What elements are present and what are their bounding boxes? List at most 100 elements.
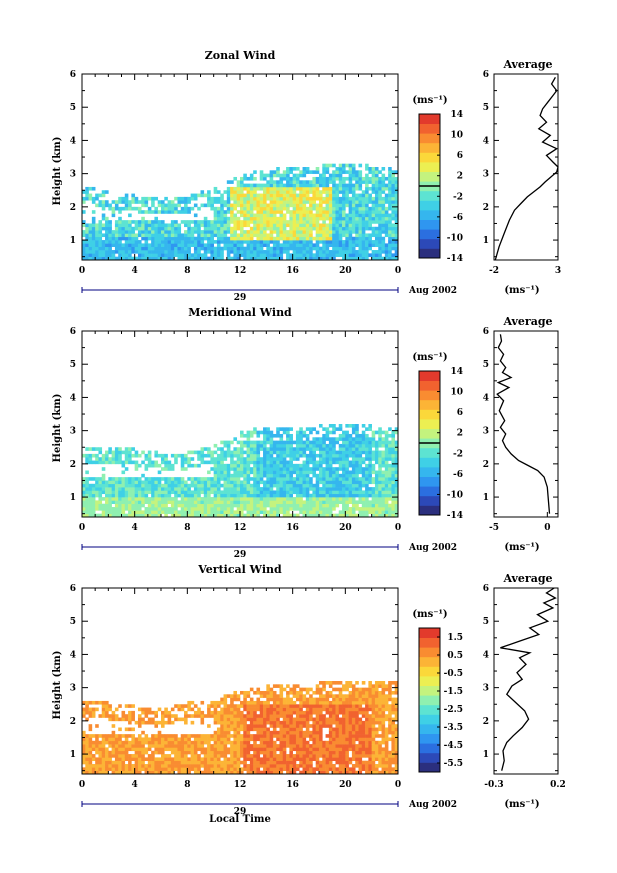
- field-cell: [351, 500, 356, 505]
- field-cell: [378, 170, 382, 174]
- field-cell: [361, 480, 366, 485]
- field-cell: [105, 220, 109, 224]
- field-cell: [371, 467, 376, 471]
- field-cell: [394, 510, 399, 514]
- field-cell: [358, 193, 363, 198]
- field-cell: [292, 256, 297, 261]
- field-cell: [243, 507, 247, 511]
- field-cell: [312, 200, 317, 204]
- field-cell: [289, 493, 293, 498]
- field-cell: [348, 226, 353, 231]
- field-cell: [95, 457, 99, 461]
- field-cell: [157, 250, 162, 254]
- field-cell: [332, 240, 336, 244]
- field-cell: [361, 190, 366, 194]
- field-cell: [167, 233, 172, 238]
- field-cell: [180, 510, 185, 514]
- field-cell: [147, 243, 152, 248]
- field-cell: [315, 206, 320, 211]
- field-cell: [207, 704, 211, 708]
- field-cell: [141, 220, 145, 224]
- field-cell: [88, 483, 93, 488]
- field-cell: [345, 487, 349, 491]
- field-cell: [345, 490, 349, 495]
- field-cell: [134, 750, 139, 755]
- field-cell: [253, 230, 257, 234]
- field-cell: [388, 246, 392, 251]
- colorbar-swatch: [419, 219, 440, 230]
- field-cell: [121, 767, 126, 771]
- field-cell: [151, 200, 155, 204]
- field-cell: [374, 513, 379, 518]
- field-cell: [348, 497, 353, 501]
- field-cell: [371, 213, 376, 218]
- field-cell: [335, 216, 340, 221]
- field-cell: [236, 256, 241, 261]
- field-cell: [180, 747, 185, 752]
- field-cell: [200, 700, 205, 705]
- field-cell: [355, 440, 359, 445]
- field-cell: [365, 190, 369, 194]
- field-cell: [223, 757, 228, 762]
- field-cell: [187, 240, 191, 244]
- field-cell: [319, 437, 323, 441]
- field-cell: [371, 176, 376, 181]
- field-cell: [118, 206, 122, 211]
- field-cell: [332, 450, 336, 455]
- field-cell: [328, 196, 333, 201]
- field-cell: [286, 173, 290, 178]
- field-cell: [167, 253, 172, 257]
- field-cell: [259, 173, 264, 178]
- field-cell: [154, 226, 159, 231]
- field-cell: [233, 473, 238, 478]
- field-cell: [289, 457, 293, 461]
- field-cell: [302, 440, 307, 445]
- field-cell: [118, 250, 122, 254]
- field-cell: [365, 196, 369, 201]
- field-cell: [266, 467, 270, 471]
- field-cell: [295, 223, 300, 228]
- field-cell: [365, 256, 369, 261]
- field-cell: [292, 457, 297, 461]
- field-cell: [118, 513, 122, 518]
- field-cell: [253, 483, 257, 488]
- field-cell: [388, 513, 392, 518]
- field-cell: [147, 210, 152, 214]
- field-cell: [213, 186, 218, 191]
- field-cell: [108, 704, 112, 708]
- field-cell: [381, 236, 386, 241]
- field-cell: [299, 210, 303, 214]
- field-cell: [348, 186, 353, 191]
- field-cell: [101, 747, 106, 752]
- field-cell: [187, 767, 191, 771]
- field-cell: [384, 457, 389, 461]
- field-cell: [233, 754, 238, 758]
- field-cell: [263, 433, 267, 438]
- field-cell: [381, 507, 386, 511]
- field-cell: [157, 246, 162, 251]
- field-cell: [338, 226, 343, 231]
- field-cell: [233, 460, 238, 465]
- field-cell: [223, 750, 228, 755]
- field-cell: [292, 480, 297, 485]
- field-cell: [236, 250, 241, 254]
- field-cell: [243, 503, 247, 508]
- profile-y-tick-label: 6: [483, 327, 489, 337]
- field-cell: [381, 430, 386, 435]
- field-cell: [325, 433, 330, 438]
- field-cell: [276, 246, 280, 251]
- field-cell: [332, 497, 336, 501]
- field-cell: [151, 503, 155, 508]
- field-cell: [147, 246, 152, 251]
- field-cell: [167, 493, 172, 498]
- field-cell: [279, 497, 284, 501]
- field-cell: [309, 240, 313, 244]
- field-cell: [361, 196, 366, 201]
- field-cell: [342, 243, 346, 248]
- field-cell: [348, 246, 353, 251]
- field-cell: [276, 200, 280, 204]
- field-cell: [177, 453, 182, 458]
- field-cell: [210, 487, 214, 491]
- field-cell: [180, 734, 185, 738]
- field-cell: [286, 220, 290, 224]
